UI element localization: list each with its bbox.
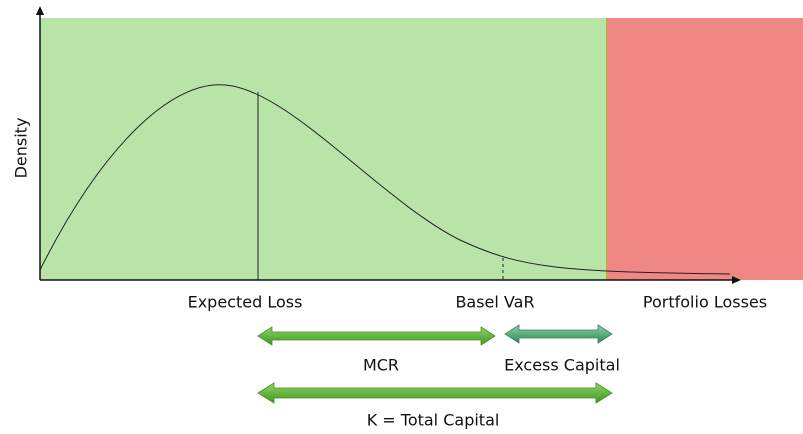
marker-label: Expected Loss — [188, 293, 303, 312]
safe-region — [40, 18, 607, 280]
x-axis-label: Portfolio Losses — [643, 293, 767, 312]
y-axis-arrow — [36, 6, 44, 15]
span-label: K = Total Capital — [367, 411, 500, 430]
marker-label: Basel VaR — [455, 293, 534, 312]
mcr-arrow — [257, 326, 496, 346]
x-axis-arrow — [732, 276, 741, 284]
total-arrow — [257, 382, 613, 404]
y-axis-label: Density — [12, 118, 31, 179]
density-curve — [39, 84, 731, 275]
span-label: MCR — [363, 356, 399, 375]
excess-arrow — [504, 324, 613, 344]
span-label: Excess Capital — [504, 356, 620, 375]
loss-region — [607, 18, 803, 280]
